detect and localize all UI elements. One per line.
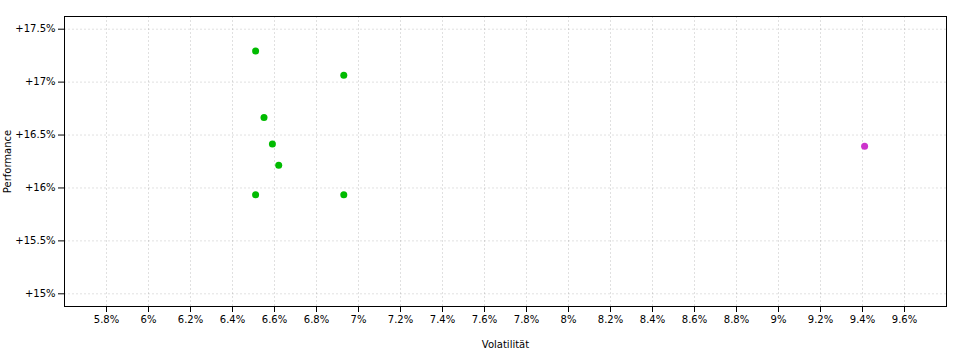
- svg-text:6.8%: 6.8%: [304, 314, 329, 325]
- svg-text:8.8%: 8.8%: [724, 314, 749, 325]
- svg-text:8.6%: 8.6%: [682, 314, 707, 325]
- svg-text:+15.5%: +15.5%: [15, 235, 55, 246]
- svg-text:7.6%: 7.6%: [472, 314, 497, 325]
- svg-text:+16%: +16%: [25, 182, 56, 193]
- svg-text:7.2%: 7.2%: [388, 314, 413, 325]
- svg-text:9.2%: 9.2%: [808, 314, 833, 325]
- svg-text:8.4%: 8.4%: [640, 314, 665, 325]
- svg-text:+17.5%: +17.5%: [15, 23, 55, 34]
- svg-text:8%: 8%: [561, 314, 577, 325]
- svg-text:9.6%: 9.6%: [892, 314, 917, 325]
- svg-text:7%: 7%: [351, 314, 367, 325]
- svg-text:6.4%: 6.4%: [220, 314, 245, 325]
- svg-text:Performance: Performance: [2, 130, 13, 193]
- svg-text:7.8%: 7.8%: [514, 314, 539, 325]
- svg-text:8.2%: 8.2%: [598, 314, 623, 325]
- svg-text:9.4%: 9.4%: [850, 314, 875, 325]
- svg-text:Volatilität: Volatilität: [482, 339, 529, 350]
- svg-text:6.6%: 6.6%: [262, 314, 287, 325]
- svg-text:5.8%: 5.8%: [94, 314, 119, 325]
- svg-text:+15%: +15%: [25, 288, 56, 299]
- svg-text:6.2%: 6.2%: [178, 314, 203, 325]
- svg-text:6%: 6%: [141, 314, 157, 325]
- svg-text:+17%: +17%: [25, 76, 56, 87]
- svg-text:+16.5%: +16.5%: [15, 129, 55, 140]
- svg-text:7.4%: 7.4%: [430, 314, 455, 325]
- svg-text:9%: 9%: [771, 314, 787, 325]
